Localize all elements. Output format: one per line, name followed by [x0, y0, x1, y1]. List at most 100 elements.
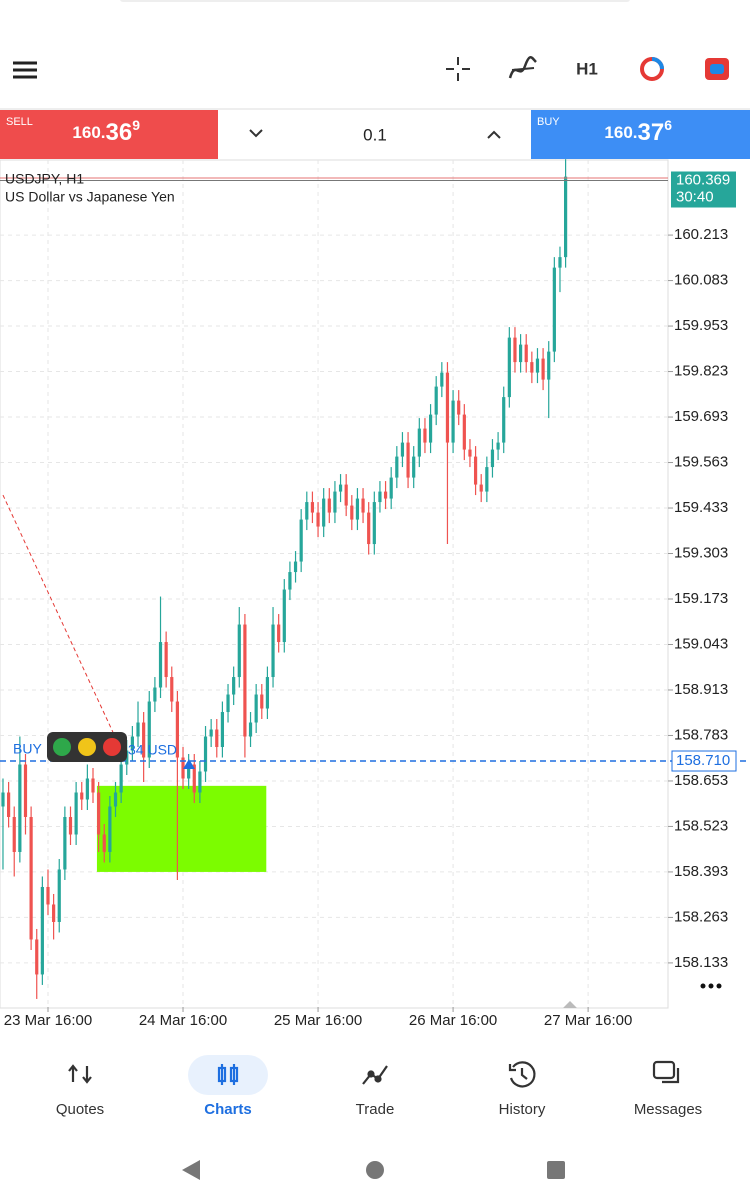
candle-body [507, 337, 511, 398]
candle-body [502, 397, 506, 443]
candle-body [153, 687, 157, 702]
candle-body [46, 886, 50, 905]
y-tick-label: 159.953 [674, 317, 728, 334]
tab-label[interactable]: Messages [634, 1101, 702, 1118]
chart-title: USDJPY, H1 [5, 171, 84, 187]
chart-subtitle: US Dollar vs Japanese Yen [5, 189, 175, 205]
chart: 158.133 158.263 158.393 158.523 158.653 158.7… [0, 159, 750, 1029]
candle-body [282, 589, 286, 643]
nav-recents[interactable] [547, 1161, 565, 1179]
y-tick-label: 159.433 [674, 499, 728, 516]
y-tick-label: 159.043 [674, 635, 728, 652]
candle-body [316, 512, 320, 527]
bid-label-box [671, 171, 736, 208]
candle-body [175, 701, 179, 758]
menu-button[interactable] [13, 61, 37, 79]
trade-button[interactable] [705, 58, 729, 80]
candle-body [434, 386, 438, 415]
candle-body [198, 771, 202, 793]
tab-highlight [188, 1055, 268, 1095]
buy-arrow [183, 759, 195, 770]
tab-label[interactable]: History [499, 1101, 546, 1118]
indicators-icon [511, 67, 535, 71]
candle-body [52, 904, 56, 922]
candle-body [187, 764, 191, 779]
candle-body [164, 642, 168, 678]
candle-body [209, 729, 213, 737]
candle-body [496, 442, 500, 450]
candle-body [479, 484, 483, 492]
candle-body [181, 757, 185, 779]
candle-body [372, 502, 376, 545]
position-price: 158.710 [676, 752, 730, 769]
candle-body [361, 498, 365, 513]
nav-back[interactable] [182, 1160, 200, 1180]
tab-icon [362, 1065, 388, 1085]
sell-price: 160.369 [72, 117, 140, 147]
candle-body [147, 701, 151, 758]
candle-body [136, 722, 140, 737]
tab-label[interactable]: Charts [204, 1101, 252, 1118]
tab-label[interactable]: Quotes [56, 1101, 104, 1118]
candle-body [355, 498, 360, 520]
more-dot [700, 983, 706, 989]
candle-body [265, 677, 270, 709]
candle-body [541, 358, 545, 380]
candle-body [74, 792, 78, 835]
scroll-marker [563, 1001, 577, 1008]
candle-body [102, 834, 106, 852]
candle-body [113, 792, 118, 807]
tab-bar: Quotes Charts Trade History Messages [56, 1055, 702, 1118]
crosshair-button[interactable] [446, 57, 470, 81]
tab-label[interactable]: Trade [356, 1101, 395, 1118]
y-tick-label: 159.173 [674, 590, 728, 607]
candle-body [400, 442, 405, 457]
status-hint [120, 0, 630, 2]
candle-body [395, 456, 399, 478]
objects-button[interactable] [640, 57, 664, 81]
candle-body [350, 505, 354, 520]
candle-body [383, 491, 388, 499]
lot-decrease[interactable] [249, 129, 263, 138]
y-tick-label: 158.393 [674, 863, 728, 880]
candle-body [35, 939, 39, 975]
candle-body [564, 176, 568, 258]
plot-area [0, 159, 669, 1009]
candle-body [23, 764, 28, 817]
candle-body [271, 624, 275, 678]
signal-light [53, 738, 71, 756]
more-dot [716, 983, 722, 989]
candle-body [158, 642, 163, 688]
candle-body [518, 344, 523, 363]
candle-body [299, 519, 303, 562]
candle-body [344, 484, 348, 506]
lot-size[interactable]: 0.1 [363, 125, 387, 144]
y-tick-label: 158.913 [674, 681, 728, 698]
sell-button[interactable] [0, 110, 218, 159]
candle-body [457, 400, 461, 415]
candle-body [535, 358, 540, 373]
tab-icon [508, 1061, 536, 1088]
y-tick-label: 159.823 [674, 363, 728, 380]
candle-body [288, 572, 292, 590]
tab-icon [68, 1064, 92, 1084]
candle-body [254, 694, 258, 723]
candle-body [552, 267, 556, 352]
nav-home[interactable] [366, 1161, 384, 1179]
candle-body [412, 456, 416, 478]
candle-body [490, 449, 495, 468]
candle-body [142, 722, 146, 758]
candle-body [293, 561, 298, 573]
candle-body [513, 337, 517, 363]
trendline [2, 494, 116, 737]
lot-increase[interactable] [487, 130, 501, 139]
buy-button[interactable] [531, 110, 750, 159]
candle-body [468, 449, 472, 457]
timeframe-button[interactable]: H1 [576, 59, 598, 78]
candle-body [473, 456, 478, 485]
x-tick-label: 23 Mar 16:00 [4, 1012, 92, 1029]
candle-body [57, 869, 61, 922]
zone [96, 785, 267, 872]
candle-body [29, 816, 33, 940]
candle-body [91, 778, 95, 793]
